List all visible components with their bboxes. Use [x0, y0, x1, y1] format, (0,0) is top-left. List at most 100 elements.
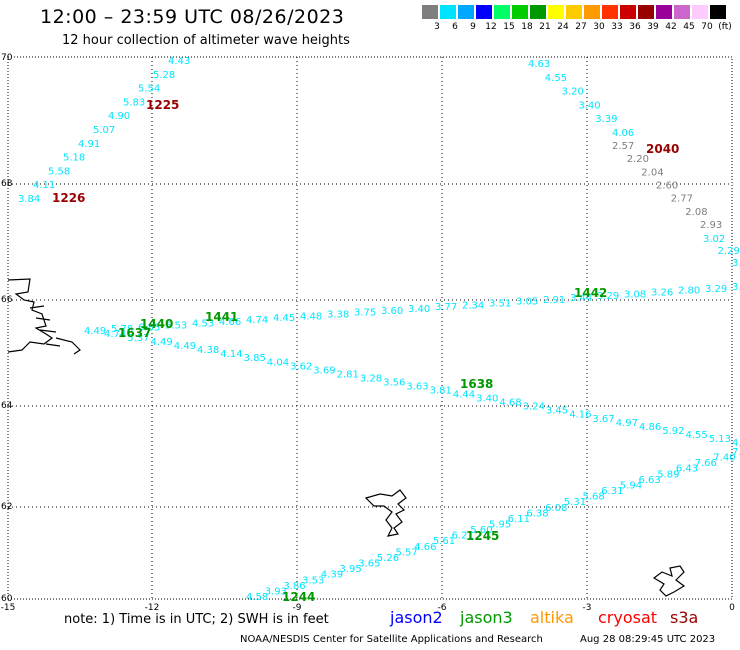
wave-height-label: 5.54: [138, 84, 160, 95]
wave-height-label: 2.34: [462, 300, 484, 311]
wave-height-label: 3.77: [435, 302, 457, 313]
wave-height-label: 6.08: [545, 503, 567, 514]
wave-height-label: 2.80: [678, 286, 700, 297]
wave-height-label: 3.38: [327, 310, 349, 321]
wave-height-label: 3.62: [290, 361, 312, 372]
wave-height-label: 3.81: [430, 386, 452, 397]
lat-tick-label: 62: [1, 502, 12, 512]
wave-height-label: 3.08: [624, 289, 646, 300]
wave-height-label: 3.39: [595, 114, 617, 125]
scale-swatch: [440, 5, 456, 19]
wave-height-label: 4.74: [246, 315, 268, 326]
wave-height-label: 5.26: [377, 553, 399, 564]
wave-height-label: 5.95: [489, 520, 511, 531]
scale-swatch: [494, 5, 510, 19]
wave-height-label: 3.30: [732, 282, 740, 293]
wave-height-label: 3.51: [489, 299, 511, 310]
wave-height-label: 2.20: [627, 154, 649, 165]
lon-tick-label: 0: [729, 603, 735, 613]
scale-swatch: [422, 5, 438, 19]
scale-swatch: [548, 5, 564, 19]
scale-label: 18: [521, 22, 533, 32]
wave-height-label: 4.63: [528, 59, 550, 70]
wave-height-label: 3.40: [408, 304, 430, 315]
scale-swatch: [512, 5, 528, 19]
wave-height-label: 4.48: [300, 311, 322, 322]
wave-height-label: 2.04: [641, 167, 663, 178]
satellite-legend-altika: altika: [530, 608, 574, 627]
wave-height-label: 4.04: [267, 357, 289, 368]
scale-swatch: [458, 5, 474, 19]
wave-height-label: 6.43: [676, 464, 698, 475]
wave-height-label: 2.29: [718, 246, 740, 257]
pass-time-label: 1440: [140, 317, 173, 331]
scale-label: 42: [665, 22, 677, 32]
wave-height-label: 6.83: [138, 322, 160, 333]
wave-height-label: 3.63: [406, 382, 428, 393]
wave-height-label: 3.60: [381, 306, 403, 317]
wave-height-label: 4.49: [151, 337, 173, 348]
satellite-legend-jason3: jason3: [460, 608, 513, 627]
lat-tick-label: 70: [1, 53, 13, 63]
wave-height-label: 5.60: [470, 525, 492, 536]
scale-swatch: [566, 5, 582, 19]
wave-height-label: 6.63: [639, 475, 661, 486]
wave-height-label: 5.37: [127, 333, 149, 344]
coastline: [7, 278, 686, 597]
wave-height-label: 2.77: [671, 194, 693, 205]
wave-height-label: 5.68: [583, 492, 605, 503]
wave-height-label: 4.43: [168, 56, 190, 67]
wave-height-label: 3.05: [516, 297, 538, 308]
wave-height-label: 4.06: [612, 128, 634, 139]
scale-swatch: [710, 5, 726, 19]
wave-height-label: 3.75: [354, 308, 376, 319]
scale-label: (ft): [718, 22, 732, 32]
wave-height-label: 3.44: [570, 293, 592, 304]
wave-height-label: 3.95: [340, 564, 362, 575]
wave-height-label: 3.69: [313, 365, 335, 376]
scale-swatch: [602, 5, 618, 19]
wave-height-label: 6.38: [526, 508, 548, 519]
scale-label: 30: [593, 22, 605, 32]
wave-height-label: 4.16: [569, 410, 591, 421]
wave-height-label: 3.24: [523, 402, 545, 413]
wave-height-label: 4.53: [192, 319, 214, 330]
wave-height-label: 4.14: [220, 349, 242, 360]
lat-tick-label: 66: [1, 295, 13, 305]
scale-label: 3: [434, 22, 440, 32]
generation-timestamp: Aug 28 08:29:45 UTC 2023: [580, 634, 716, 645]
wave-height-label: 3.67: [592, 414, 614, 425]
map-title: 12:00 – 23:59 UTC 08/26/2023: [40, 6, 345, 28]
wave-height-label: 4.66: [219, 317, 241, 328]
scale-swatch: [584, 5, 600, 19]
wave-height-label: 5.58: [48, 166, 70, 177]
wave-height-label: 3.40: [578, 100, 600, 111]
scale-swatch: [692, 5, 708, 19]
wave-height-label: 3.56: [383, 377, 405, 388]
scale-swatch: [530, 5, 546, 19]
pass-time-label: 1244: [282, 590, 315, 604]
wave-height-label: 3.29: [705, 284, 727, 295]
wave-height-label: 3.86: [283, 581, 305, 592]
pass-time-label: 1637: [118, 326, 151, 340]
wave-height-label: 4.99: [732, 438, 740, 449]
wave-height-label: 7.66: [695, 458, 717, 469]
scale-swatch: [656, 5, 672, 19]
satellite-legend-jason2: jason2: [390, 608, 443, 627]
wave-height-label: 3.84: [18, 194, 40, 205]
wave-height-label: 2.60: [656, 181, 678, 192]
graticule: [8, 57, 732, 599]
wave-height-label: 4.97: [616, 418, 638, 429]
wave-height-label: 3.93: [265, 586, 287, 597]
wave-height-label: 4.44: [453, 390, 475, 401]
wave-height-label: 3.85: [244, 353, 266, 364]
footnote-note: note: 1) Time is in UTC; 2) SWH is in fe…: [64, 612, 329, 627]
wave-height-label: 3.40: [476, 394, 498, 405]
pass-time-label: 1638: [460, 377, 493, 391]
iceland-east-fjords: [29, 305, 81, 355]
satellite-legend-cryosat: cryosat: [598, 608, 658, 627]
scale-label: 45: [683, 22, 695, 32]
lat-tick-label: 64: [1, 401, 13, 411]
wave-height-label: 3.28: [360, 373, 382, 384]
